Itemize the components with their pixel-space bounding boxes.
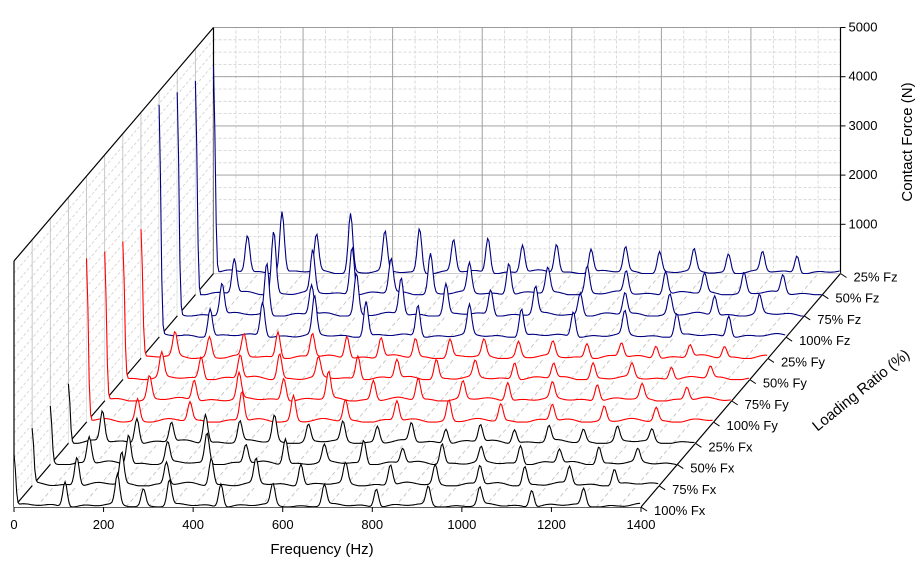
y-tick xyxy=(840,273,847,278)
y-tick xyxy=(695,442,702,448)
side-grid-h xyxy=(13,211,214,446)
side-grid-h xyxy=(13,88,214,323)
series-line-25-fy xyxy=(140,229,768,359)
y-tick xyxy=(767,357,775,363)
x-axis-title: Frequency (Hz) xyxy=(270,541,373,558)
z-tick-label: 3000 xyxy=(849,118,878,133)
y-tick xyxy=(803,315,811,321)
y-tick xyxy=(822,294,829,300)
y-tick-label: 75% Fy xyxy=(745,397,790,412)
floor-grid-diag xyxy=(483,273,685,508)
series-line-25-fz xyxy=(212,66,840,275)
x-tick-label: 1400 xyxy=(627,517,656,532)
floor-grid-diag xyxy=(573,273,774,508)
y-tick-label: 50% Fx xyxy=(690,461,735,476)
y-tick-label: 50% Fy xyxy=(763,376,808,391)
series-line-100-fy xyxy=(85,258,713,423)
x-tick-label: 200 xyxy=(93,517,115,532)
floor-grid-diag xyxy=(80,273,281,508)
side-grid-h xyxy=(13,101,214,336)
y-tick-label: 75% Fz xyxy=(817,312,861,327)
floor-grid-diag xyxy=(394,273,595,508)
side-grid-h xyxy=(13,150,214,385)
series-layer xyxy=(13,66,841,508)
series-line-75-fx xyxy=(31,428,659,487)
side-grid-h xyxy=(13,113,214,348)
series-line-75-fy xyxy=(104,251,731,402)
y-tick xyxy=(676,464,684,469)
floor-grid-diag xyxy=(125,273,326,508)
y-tick-label: 50% Fz xyxy=(835,291,879,306)
floor-left-edge xyxy=(13,273,214,508)
x-tick-label: 0 xyxy=(10,517,17,532)
series-line-100-fz xyxy=(158,104,786,338)
y-tick xyxy=(785,336,793,342)
y-tick-label: 100% Fy xyxy=(727,418,779,433)
series-line-25-fx xyxy=(67,383,695,444)
floor-grid-diag xyxy=(215,273,416,508)
side-grid-h xyxy=(13,51,214,286)
series-line-50-fy xyxy=(122,241,749,381)
x-tick-label: 1000 xyxy=(447,517,476,532)
side-grid-h xyxy=(13,236,214,471)
y-tick-label: 25% Fx xyxy=(708,439,753,454)
y-tick-label: 100% Fx xyxy=(654,503,706,518)
floor-grid-diag xyxy=(36,273,237,508)
floor-grid-diag xyxy=(618,273,819,508)
side-grid-h xyxy=(13,39,214,274)
labels-layer: 0 200 400 600 800 1000 1200 1400 1000 2000 3000 400… xyxy=(10,20,897,533)
y-tick xyxy=(731,400,738,406)
side-grid-h xyxy=(13,76,214,311)
y-tick xyxy=(713,421,720,427)
side-grid-h xyxy=(13,137,214,372)
side-grid-h xyxy=(13,248,214,483)
side-grid-h xyxy=(13,174,214,409)
series-line-75-fz xyxy=(176,92,804,317)
side-grid-h xyxy=(13,224,214,459)
z-axis-title: Contact Force (N) xyxy=(899,82,916,201)
series-fill xyxy=(159,104,787,338)
x-tick-label: 800 xyxy=(361,517,383,532)
y-tick-label: 25% Fz xyxy=(854,270,898,285)
series-line-100-fx xyxy=(13,453,641,508)
floor-grid-diag xyxy=(170,273,371,508)
series-fill xyxy=(50,405,678,465)
z-tick-label: 4000 xyxy=(849,69,878,84)
series-fill xyxy=(32,428,660,486)
z-tick-label: 2000 xyxy=(849,167,878,182)
side-grid-h xyxy=(13,162,214,397)
x-tick-label: 600 xyxy=(272,517,294,532)
y-tick xyxy=(640,506,648,512)
z-tick-label: 1000 xyxy=(849,216,878,231)
side-grid-h xyxy=(13,199,214,434)
side-grid-h xyxy=(13,187,214,422)
floor-grid-diag xyxy=(260,273,461,508)
y-tick-label: 25% Fy xyxy=(781,354,826,369)
y-tick xyxy=(749,379,757,385)
x-tick-label: 1200 xyxy=(537,517,566,532)
floor-grid-diag xyxy=(349,273,550,508)
y-tick-label: 100% Fz xyxy=(799,333,850,348)
side-grid-h xyxy=(13,125,214,360)
series-line-50-fx xyxy=(49,405,677,466)
y-tick xyxy=(658,485,666,491)
y-axis-line xyxy=(640,273,841,508)
series-fill xyxy=(14,453,641,507)
x-tick-label: 400 xyxy=(182,517,204,532)
side-grid-h xyxy=(13,64,214,299)
series-line-50-fz xyxy=(194,80,822,296)
z-tick-label: 5000 xyxy=(849,20,878,35)
floor-grid-diag xyxy=(103,273,304,508)
left-top-edge xyxy=(13,27,214,262)
y-tick-label: 75% Fx xyxy=(672,482,717,497)
